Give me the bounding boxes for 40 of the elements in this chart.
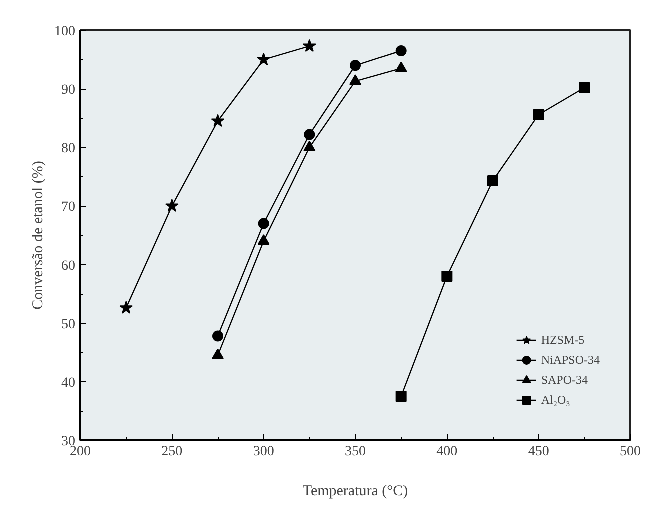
x-tick-label: 300 [253, 444, 274, 460]
point [212, 348, 224, 360]
legend-label: HZSM-5 [541, 332, 585, 348]
y-tick-label: 50 [62, 317, 76, 332]
y-tick-label: 40 [62, 376, 76, 391]
x-tick-label: 400 [436, 444, 458, 460]
y-tick-label: 80 [62, 142, 76, 157]
x-tick-label: 500 [620, 444, 641, 460]
point [488, 176, 498, 187]
point [533, 109, 544, 120]
y-tick-label: 100 [54, 24, 76, 40]
point [304, 129, 316, 140]
y-tick-label: 60 [62, 258, 76, 274]
point [304, 140, 316, 152]
point [396, 46, 407, 56]
legend-label: SAPO-34 [541, 372, 588, 388]
point [350, 60, 361, 72]
point [395, 62, 408, 72]
x-tick-label: 200 [70, 444, 91, 460]
point [442, 271, 453, 282]
y-tick-label: 90 [62, 83, 76, 98]
x-tick-label: 450 [528, 444, 550, 460]
x-axis-title: Temperatura (°C) [302, 484, 408, 500]
legend-label: NiAPSO-34 [541, 352, 600, 368]
y-axis-title: Conversão de etanol (%) [30, 161, 46, 310]
legend-label: Al₂O₃ [541, 392, 570, 408]
x-tick-label: 250 [162, 444, 183, 460]
point [258, 218, 270, 230]
point [302, 39, 316, 52]
x-tick-label: 350 [345, 444, 366, 460]
point [212, 330, 224, 342]
point [350, 74, 362, 86]
point [165, 199, 179, 212]
point [579, 82, 590, 94]
point [396, 391, 407, 402]
y-tick-label: 70 [62, 200, 76, 216]
point [257, 52, 271, 66]
point [120, 301, 134, 314]
point [211, 114, 225, 128]
point [258, 234, 270, 246]
